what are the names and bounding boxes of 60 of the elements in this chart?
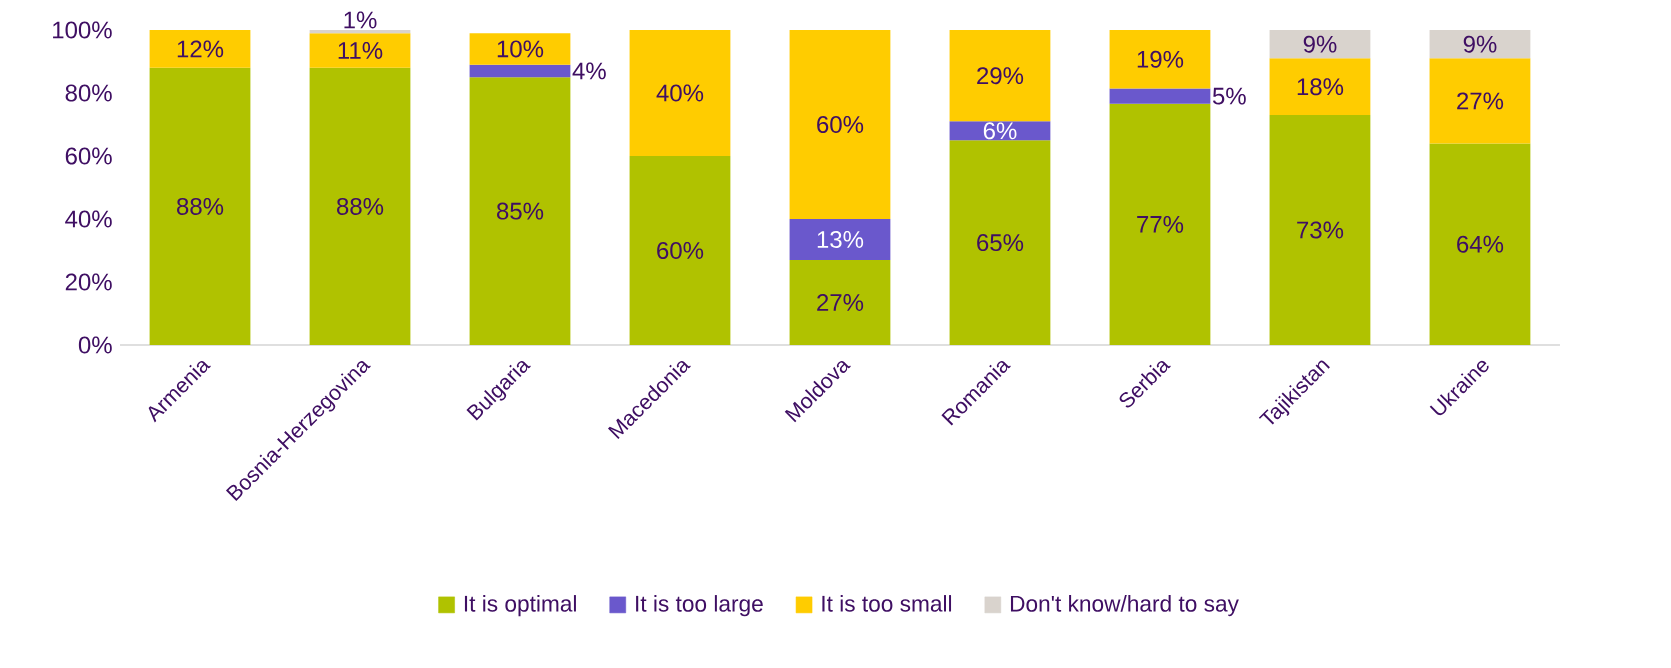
bar: [629, 30, 731, 156]
bar: [309, 67, 411, 345]
bar: [469, 33, 571, 65]
y-tick-label: 20%: [65, 273, 112, 291]
y-tick-label: 40%: [65, 210, 112, 228]
bar: [469, 77, 571, 345]
bar: [789, 219, 891, 260]
data-label: 12%: [177, 40, 224, 58]
data-label: 60%: [817, 115, 864, 133]
bar: [1109, 88, 1211, 104]
bar: [309, 30, 411, 34]
data-label: 40%: [656, 84, 704, 102]
legend-label: It is optimal: [464, 595, 576, 617]
bar: [949, 30, 1051, 122]
data-label: 65%: [977, 234, 1024, 252]
bar: [789, 259, 891, 345]
bar: [1429, 58, 1531, 144]
data-label: 9%: [1463, 35, 1497, 53]
data-label: 29%: [977, 67, 1024, 85]
data-label: 88%: [177, 197, 224, 215]
bar: [949, 121, 1051, 141]
data-label: 85%: [497, 202, 544, 220]
bar: [949, 140, 1051, 345]
bar: [1429, 143, 1531, 345]
data-label: 77%: [1137, 215, 1184, 233]
bar: [149, 30, 251, 68]
bar: [309, 33, 411, 68]
data-label: 27%: [1457, 92, 1504, 110]
data-label: 4%: [572, 62, 606, 80]
data-label: 64%: [1457, 235, 1504, 253]
y-tick-label: 60%: [65, 147, 112, 165]
bar: [1109, 30, 1211, 89]
data-label: 1%: [344, 11, 377, 29]
legend-label: It is too large: [636, 595, 763, 617]
y-tick-label: 0%: [78, 336, 112, 354]
y-tick-label: 80%: [65, 84, 112, 102]
data-label: 13%: [817, 230, 864, 248]
bar: [1269, 115, 1371, 345]
bar: [789, 30, 891, 219]
data-label: 73%: [1297, 221, 1344, 239]
data-label: 11%: [338, 42, 383, 59]
bar: [1109, 103, 1211, 345]
bar: [469, 64, 571, 78]
data-label: 19%: [1137, 50, 1184, 68]
bar: [1269, 58, 1371, 116]
legend-label: It is too small: [822, 595, 952, 612]
legend-label: Don't know/hard to say: [1010, 595, 1239, 617]
data-label: 5%: [1212, 87, 1246, 105]
data-label: 27%: [817, 294, 864, 311]
data-label: 6%: [983, 122, 1017, 140]
data-label: 88%: [337, 197, 384, 215]
data-label: 18%: [1297, 78, 1344, 96]
bar: [629, 156, 731, 345]
data-label: 60%: [657, 241, 704, 259]
data-label: 10%: [497, 40, 544, 58]
y-tick-label: 100%: [53, 21, 112, 39]
bar: [149, 67, 251, 345]
data-label: 9%: [1303, 35, 1337, 53]
bar: [1269, 30, 1371, 59]
bar: [1429, 30, 1531, 59]
